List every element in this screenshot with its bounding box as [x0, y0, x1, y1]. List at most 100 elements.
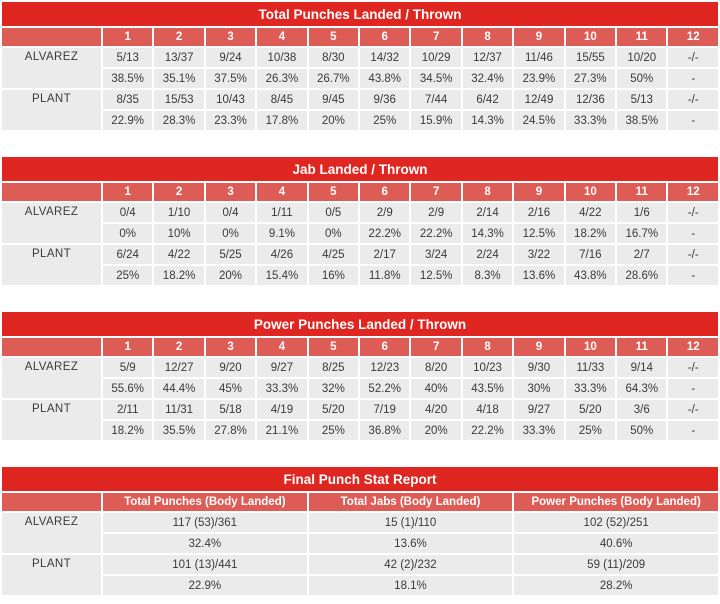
stat-percent: 25%	[308, 421, 359, 440]
stat-value: -/-	[668, 203, 718, 222]
fighter-values-row: ALVAREZ 5/9 12/27 9/20 9/27 8/25 12/23 8/20 10/2…	[2, 358, 718, 398]
stat-percent: 15.9%	[411, 111, 461, 130]
stat-percent: 40.6%	[514, 534, 718, 553]
fighter-name: ALVAREZ	[2, 203, 101, 243]
fighter-percents-row: 38.5% 35.1% 37.5% 26.3% 26.7% 43.8% 34.5% 32.4%…	[2, 69, 718, 88]
stat-value: 15/55	[565, 48, 616, 67]
round-number-header: 6	[360, 183, 410, 201]
stat-percent: 8.3%	[462, 266, 513, 285]
stat-value: 11/33	[565, 358, 616, 377]
stat-value: 9/27	[257, 358, 307, 377]
round-number-header: 12	[668, 183, 718, 201]
stat-value: 15 (1)/110	[308, 513, 513, 532]
stat-percent: 26.7%	[308, 69, 359, 88]
stat-column-header: Power Punches (Body Landed)	[514, 493, 718, 511]
stat-percent: -	[668, 266, 718, 285]
round-number-header: 6	[360, 338, 410, 356]
stat-value: 2/9	[360, 203, 410, 222]
stat-value: 9/36	[360, 90, 410, 109]
stat-percent: 30%	[514, 379, 564, 398]
stat-percent: 38.5%	[617, 111, 667, 130]
round-number-header: 7	[411, 28, 461, 46]
stat-percent: 28.2%	[514, 576, 718, 595]
stat-percent: 16%	[308, 266, 359, 285]
stat-value: 59 (11)/209	[514, 555, 718, 574]
stat-percent: 0%	[103, 224, 153, 243]
round-number-header: 3	[205, 338, 256, 356]
stat-value: 4/22	[565, 203, 616, 222]
round-number-header: 3	[205, 183, 256, 201]
stat-value: 10/29	[411, 48, 461, 67]
stat-percent: 32%	[308, 379, 359, 398]
stat-percent: 20%	[308, 111, 359, 130]
stat-percent: 0%	[308, 224, 359, 243]
stat-value: -/-	[668, 245, 718, 264]
round-number-header: 11	[617, 28, 667, 46]
stat-value: 2/24	[462, 245, 513, 264]
stat-value: 5/13	[103, 48, 153, 67]
stat-percent: 36.8%	[360, 421, 410, 440]
fighter-name: ALVAREZ	[2, 358, 101, 398]
stat-value: 10/23	[462, 358, 513, 377]
stat-percent: 33.3%	[257, 379, 307, 398]
stat-value: 5/25	[205, 245, 256, 264]
stat-value: 2/16	[514, 203, 564, 222]
round-number-header: 1	[103, 338, 153, 356]
stat-value: 6/24	[103, 245, 153, 264]
column-header-blank	[2, 338, 101, 356]
stat-value: 0/5	[308, 203, 359, 222]
fighter-percents-row: 18.2% 35.5% 27.8% 21.1% 25% 36.8% 20% 22.2% 33.3…	[2, 421, 718, 440]
stat-percent: 11.8%	[360, 266, 410, 285]
stat-percent: 37.5%	[205, 69, 256, 88]
stat-percent: 27.8%	[205, 421, 256, 440]
fighter-name: PLANT	[2, 90, 101, 130]
stat-value: 0/4	[205, 203, 256, 222]
stat-percent: 44.4%	[154, 379, 204, 398]
stat-value: 10/38	[257, 48, 307, 67]
fighter-values-row: PLANT 101 (13)/441 42 (2)/232 59 (11)/209	[2, 555, 718, 595]
round-number-header: 7	[411, 183, 461, 201]
fighter-values-row: PLANT 2/11 11/31 5/18 4/19 5/20 7/19 4/20 4/18 9/…	[2, 400, 718, 440]
round-number-header: 8	[462, 338, 513, 356]
stat-percent: 33.3%	[565, 379, 616, 398]
stat-percent: 15.4%	[257, 266, 307, 285]
fighter-name: ALVAREZ	[2, 48, 101, 88]
stat-percent: 32.4%	[103, 534, 307, 553]
fighter-name: ALVAREZ	[2, 513, 101, 553]
fighter-values-row: ALVAREZ 117 (53)/361 15 (1)/110 102 (52)/25…	[2, 513, 718, 553]
fighter-values-row: ALVAREZ 5/13 13/37 9/24 10/38 8/30 14/32 10/29 1…	[2, 48, 718, 88]
stat-value: 14/32	[360, 48, 410, 67]
round-number-header: 1	[103, 183, 153, 201]
round-number-header: 2	[154, 183, 204, 201]
stat-percent: 21.1%	[257, 421, 307, 440]
stat-value: 6/42	[462, 90, 513, 109]
stat-value: 4/22	[154, 245, 204, 264]
stat-value: 4/25	[308, 245, 359, 264]
stat-percent: 18.2%	[103, 421, 153, 440]
stat-value: 2/11	[103, 400, 153, 419]
table-title: Total Punches Landed / Thrown	[2, 2, 718, 26]
table-title: Power Punches Landed / Thrown	[2, 312, 718, 336]
stat-value: 3/6	[617, 400, 667, 419]
stat-value: 1/6	[617, 203, 667, 222]
stat-value: 8/20	[411, 358, 461, 377]
stat-percent: -	[668, 111, 718, 130]
stat-percent: 25%	[103, 266, 153, 285]
stat-percent: 27.3%	[565, 69, 616, 88]
stat-percent: 22.2%	[411, 224, 461, 243]
stat-value: 12/27	[154, 358, 204, 377]
round-number-header: 11	[617, 183, 667, 201]
stat-percent: 13.6%	[514, 266, 564, 285]
stat-percent: -	[668, 421, 718, 440]
stat-value: 8/35	[103, 90, 153, 109]
stat-percent: 52.2%	[360, 379, 410, 398]
stat-percent: 16.7%	[617, 224, 667, 243]
stat-value: 5/9	[103, 358, 153, 377]
stat-percent: 18.2%	[565, 224, 616, 243]
fighter-name: PLANT	[2, 245, 101, 285]
stat-value: 8/30	[308, 48, 359, 67]
stat-percent: 35.1%	[154, 69, 204, 88]
stat-value: 2/14	[462, 203, 513, 222]
stat-value: 10/20	[617, 48, 667, 67]
stats-table-power-punches: Power Punches Landed / Thrown 1 2 3 4 5 6 7 8 9 10…	[0, 310, 720, 442]
